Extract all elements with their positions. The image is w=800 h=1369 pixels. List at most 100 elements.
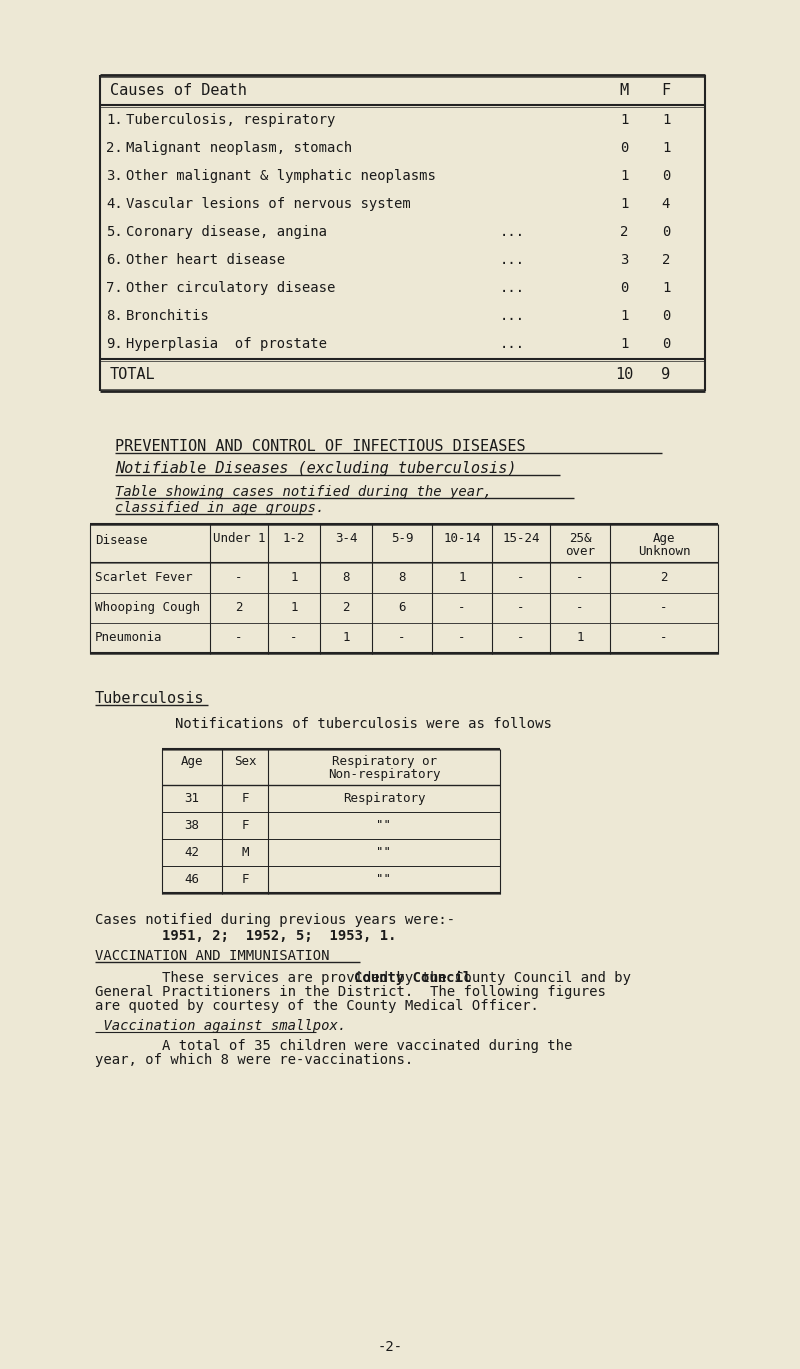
Text: 1951, 2;  1952, 5;  1953, 1.: 1951, 2; 1952, 5; 1953, 1. [95,930,397,943]
Text: 8: 8 [342,571,350,585]
Text: Hyperplasia  of prostate: Hyperplasia of prostate [126,337,327,350]
Text: Pneumonia: Pneumonia [95,631,162,643]
Text: 1: 1 [662,114,670,127]
Text: -: - [576,601,584,615]
Text: 15-24: 15-24 [502,533,540,545]
Text: 2: 2 [342,601,350,615]
Text: Non-respiratory: Non-respiratory [328,768,440,780]
Text: ...: ... [500,281,525,294]
Text: 5.: 5. [106,225,122,240]
Text: 1: 1 [576,631,584,643]
Text: ...: ... [500,309,525,323]
Text: 0: 0 [620,281,628,294]
Text: 1: 1 [620,309,628,323]
Text: 3-4: 3-4 [334,533,358,545]
Text: Malignant neoplasm, stomach: Malignant neoplasm, stomach [126,141,352,155]
Text: classified in age groups.: classified in age groups. [115,501,324,515]
Text: 1: 1 [290,601,298,615]
Text: Scarlet Fever: Scarlet Fever [95,571,193,585]
Text: 1: 1 [620,168,628,183]
Text: 2.: 2. [106,141,122,155]
Text: -: - [235,631,242,643]
Text: 1: 1 [620,337,628,350]
Text: Other heart disease: Other heart disease [126,253,285,267]
Text: Vascular lesions of nervous system: Vascular lesions of nervous system [126,197,410,211]
Text: 3: 3 [620,253,628,267]
Text: County Council: County Council [354,971,471,986]
Text: ...: ... [500,253,525,267]
Text: 8: 8 [398,571,406,585]
Text: 0: 0 [662,168,670,183]
Text: 4.: 4. [106,197,122,211]
Text: -: - [576,571,584,585]
Text: Vaccination against smallpox.: Vaccination against smallpox. [95,1019,346,1034]
Text: Notifiable Diseases (excluding tuberculosis): Notifiable Diseases (excluding tuberculo… [115,461,517,476]
Text: 1.: 1. [106,114,122,127]
Text: -: - [660,601,668,615]
Text: Notifications of tuberculosis were as follows: Notifications of tuberculosis were as fo… [175,717,552,731]
Text: F: F [662,84,670,99]
Text: "": "" [377,819,391,832]
Text: 0: 0 [620,141,628,155]
Text: 1: 1 [342,631,350,643]
Text: Under 1: Under 1 [213,533,266,545]
Text: -2-: -2- [378,1340,402,1354]
Text: 4: 4 [662,197,670,211]
Text: Tuberculosis, respiratory: Tuberculosis, respiratory [126,114,335,127]
Text: 0: 0 [662,309,670,323]
Text: 1: 1 [620,197,628,211]
Text: 9.: 9. [106,337,122,350]
Text: 5-9: 5-9 [390,533,414,545]
Text: Table showing cases notified during the year,: Table showing cases notified during the … [115,485,492,498]
Text: ...: ... [500,225,525,240]
Text: 1: 1 [620,114,628,127]
Text: -: - [290,631,298,643]
Text: Other malignant & lymphatic neoplasms: Other malignant & lymphatic neoplasms [126,168,436,183]
Text: 0: 0 [662,337,670,350]
Text: Respiratory: Respiratory [342,793,426,805]
Text: Unknown: Unknown [638,545,690,559]
Text: 6.: 6. [106,253,122,267]
Text: -: - [518,571,525,585]
Text: over: over [565,545,595,559]
Text: ...: ... [500,337,525,350]
Text: Tuberculosis: Tuberculosis [95,691,205,706]
Text: 31: 31 [185,793,199,805]
Text: General Practitioners in the District.  The following figures: General Practitioners in the District. T… [95,986,606,999]
Text: Causes of Death: Causes of Death [110,84,247,99]
Text: -: - [518,601,525,615]
Text: 42: 42 [185,846,199,858]
Text: "": "" [377,846,391,858]
Text: Whooping Cough: Whooping Cough [95,601,200,615]
Text: Other circulatory disease: Other circulatory disease [126,281,335,294]
Text: 2: 2 [660,571,668,585]
Text: -: - [458,631,466,643]
Text: 2: 2 [620,225,628,240]
Text: 1: 1 [662,281,670,294]
Text: -: - [398,631,406,643]
Text: 10: 10 [615,367,633,382]
Text: are quoted by courtesy of the County Medical Officer.: are quoted by courtesy of the County Med… [95,999,539,1013]
Text: 46: 46 [185,873,199,886]
Text: F: F [242,873,249,886]
Text: -: - [235,571,242,585]
Text: F: F [242,793,249,805]
Text: PREVENTION AND CONTROL OF INFECTIOUS DISEASES: PREVENTION AND CONTROL OF INFECTIOUS DIS… [115,439,526,455]
Text: Respiratory or: Respiratory or [331,754,437,768]
Text: 0: 0 [662,225,670,240]
Text: M: M [242,846,249,858]
Text: year, of which 8 were re-vaccinations.: year, of which 8 were re-vaccinations. [95,1053,414,1066]
Text: 6: 6 [398,601,406,615]
Text: Cases notified during previous years were:-: Cases notified during previous years wer… [95,913,455,927]
Text: -: - [660,631,668,643]
Text: TOTAL: TOTAL [110,367,156,382]
Text: 7.: 7. [106,281,122,294]
Text: VACCINATION AND IMMUNISATION: VACCINATION AND IMMUNISATION [95,949,330,962]
Text: Age: Age [181,754,203,768]
Text: 25&: 25& [569,533,591,545]
Text: A total of 35 children were vaccinated during the: A total of 35 children were vaccinated d… [95,1039,572,1053]
Text: 3.: 3. [106,168,122,183]
Text: 1: 1 [290,571,298,585]
Text: These services are provided by the County Council and by: These services are provided by the Count… [95,971,631,986]
Text: 1: 1 [662,141,670,155]
